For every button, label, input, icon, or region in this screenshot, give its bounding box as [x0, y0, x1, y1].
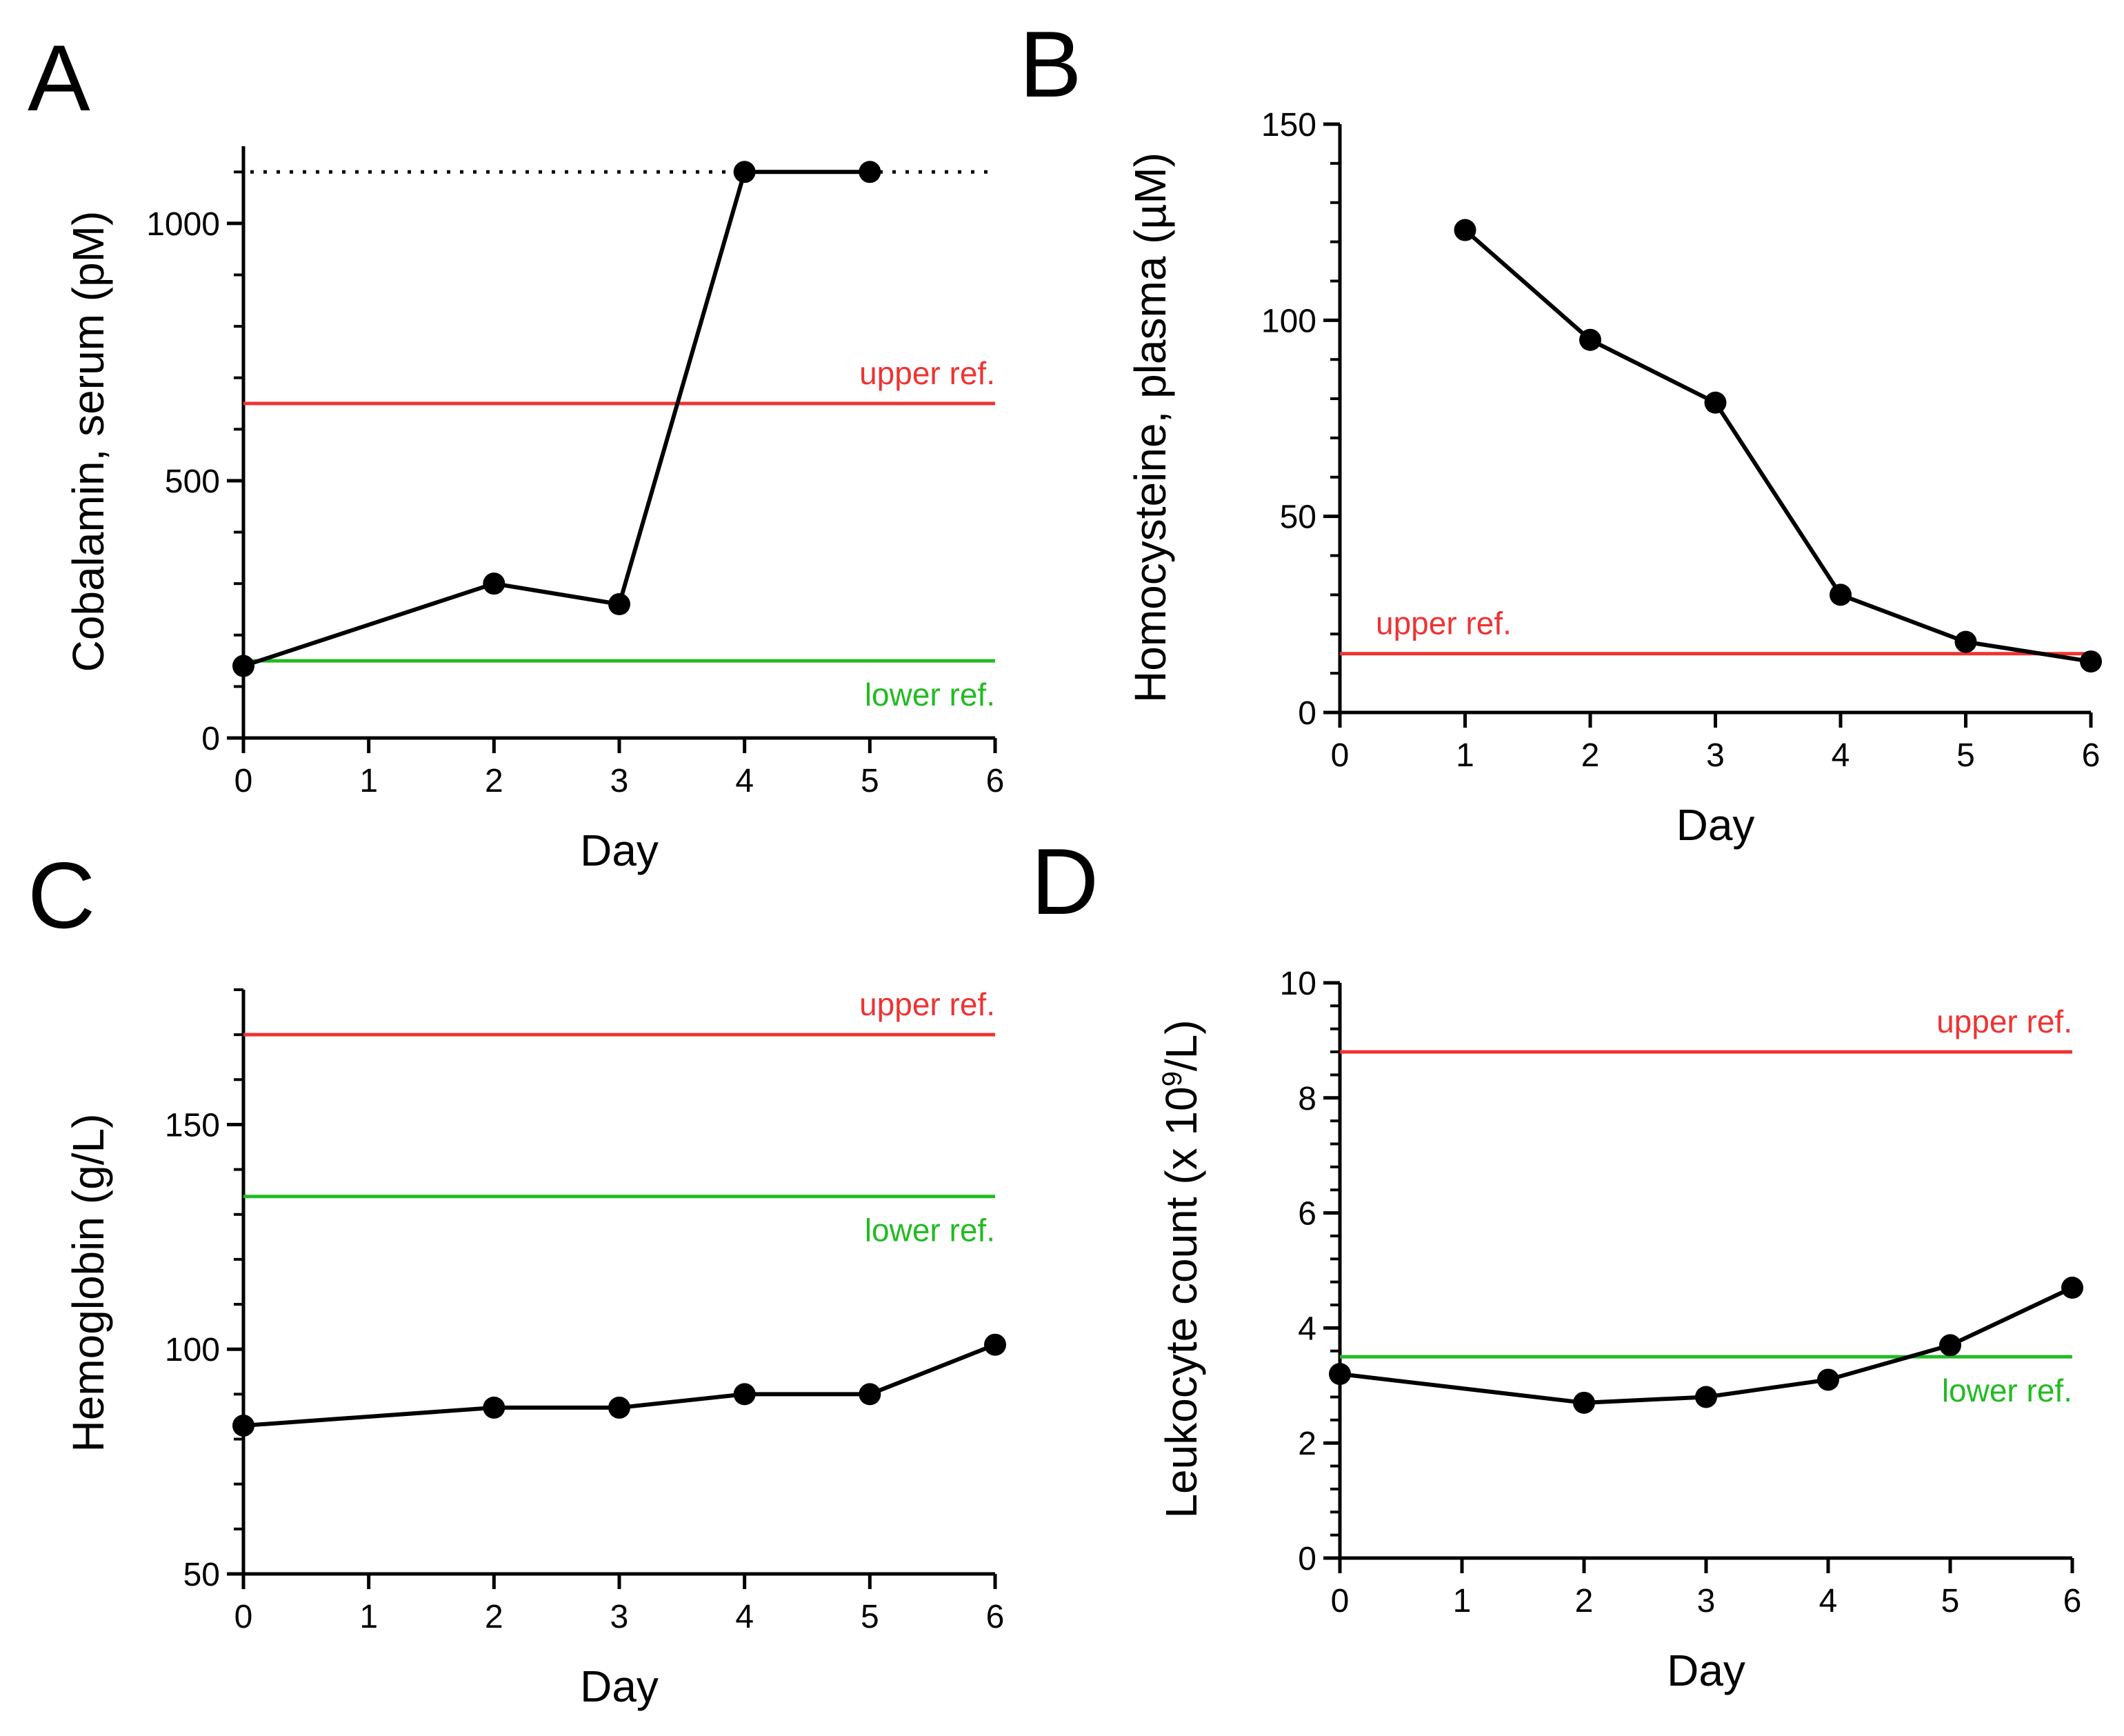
panel-a-data-point — [232, 655, 254, 677]
panel-letter-c: C — [28, 843, 95, 948]
panel-b-y-tick-label: 0 — [1298, 695, 1316, 732]
panel-d-upper-ref-line-label: upper ref. — [1936, 1004, 2072, 1039]
panel-a-x-tick-label: 2 — [485, 763, 503, 799]
panel-a-x-tick-label: 3 — [610, 763, 629, 799]
panel-d-x-tick-label: 0 — [1331, 1583, 1350, 1619]
panel-c-x-tick-label: 3 — [610, 1599, 629, 1635]
panel-b-data-point — [1830, 583, 1852, 606]
panel-d-y-tick-label: 2 — [1298, 1426, 1316, 1462]
panel-d-x-tick-label: 2 — [1575, 1583, 1594, 1619]
panel-a-chart: 0 1 2 3 4 5 6 0 500 1000 Day Cobalamin, serum (pM) u… — [63, 146, 1004, 875]
panel-c-data-point — [984, 1333, 1006, 1356]
panel-c-x-tick-label: 0 — [234, 1599, 253, 1635]
panel-d-y-axis-label-superscript: 9 — [1157, 1071, 1188, 1086]
panel-c-lower-ref-line-label: lower ref. — [865, 1213, 995, 1248]
panel-c-series-line — [243, 1342, 996, 1428]
panel-c-upper-ref-line-label: upper ref. — [859, 986, 995, 1022]
panel-d-series-line — [1339, 1286, 2074, 1405]
panel-c-data-point — [733, 1383, 756, 1406]
panel-b-x-tick-label: 0 — [1331, 737, 1350, 774]
panel-b-data-point — [1954, 630, 1977, 653]
panel-b-data-point — [1704, 391, 1727, 414]
panel-c-y-tick-label: 150 — [165, 1107, 220, 1144]
panel-b-x-tick-label: 3 — [1706, 737, 1725, 774]
panel-b-x-tick-label: 6 — [2082, 737, 2101, 774]
panel-c-data-point — [859, 1383, 881, 1406]
panel-c-x-tick-label: 5 — [861, 1599, 879, 1635]
panel-b-x-tick-label: 5 — [1956, 737, 1975, 774]
panel-a-data-point — [733, 161, 756, 183]
panel-b-upper-ref-line-label: upper ref. — [1376, 606, 1512, 641]
panel-a-upper-ref-line-label: upper ref. — [859, 355, 995, 391]
panel-a-x-tick-label: 1 — [359, 763, 378, 799]
panel-a-y-tick-label: 0 — [201, 721, 220, 757]
panel-d-data-point — [1573, 1391, 1595, 1414]
panel-a-lower-ref-line-label: lower ref. — [865, 677, 995, 712]
panel-c-x-tick-label: 1 — [359, 1599, 378, 1635]
panel-b-x-tick-label: 2 — [1581, 737, 1600, 774]
panel-c-chart: 0 1 2 3 4 5 6 50 100 150 Day Hemoglobin (g/L) upper … — [63, 986, 1006, 1711]
panel-b-data-point — [1579, 328, 1601, 351]
panel-c-x-tick-label: 4 — [735, 1599, 754, 1635]
panel-b-x-tick-label: 4 — [1832, 737, 1850, 774]
panel-letter-d: D — [1031, 829, 1099, 934]
panel-letter-a: A — [28, 26, 90, 130]
panel-b-y-tick-label: 150 — [1261, 107, 1316, 143]
panel-d-data-point — [1939, 1334, 1961, 1357]
panel-b-chart: 0 1 2 3 4 5 6 0 50 100 150 Day Homocysteine, plasma … — [1125, 107, 2102, 850]
panel-d-x-axis-label: Day — [1667, 1646, 1745, 1695]
panel-a-x-axis-label: Day — [580, 826, 659, 875]
panel-c-y-tick-label: 50 — [183, 1557, 220, 1593]
panel-d-x-tick-label: 3 — [1697, 1583, 1716, 1619]
panel-c-y-axis-label: Hemoglobin (g/L) — [63, 1114, 113, 1453]
panel-d-data-point — [1695, 1386, 1717, 1408]
panel-c-x-tick-label: 2 — [485, 1599, 503, 1635]
panel-d-y-tick-label: 0 — [1298, 1541, 1316, 1577]
panel-d-lower-ref-line-label: lower ref. — [1942, 1373, 2072, 1408]
panel-a-series-line — [243, 170, 870, 668]
panel-d-x-tick-label: 4 — [1819, 1583, 1838, 1619]
panel-d-data-point — [1817, 1368, 1839, 1391]
panel-a-x-tick-label: 6 — [986, 763, 1005, 799]
panel-a-data-point — [859, 161, 881, 183]
panel-b-y-tick-label: 50 — [1280, 499, 1316, 536]
panel-d-y-axis-label-suffix: /L) — [1156, 1019, 1206, 1071]
panel-a-y-tick-label: 1000 — [146, 206, 220, 243]
panel-a-x-tick-label: 5 — [861, 763, 879, 799]
panel-b-x-tick-label: 1 — [1456, 737, 1474, 774]
panel-a-x-tick-label: 0 — [234, 763, 253, 799]
panel-d-x-tick-label: 1 — [1453, 1583, 1472, 1619]
panel-d-data-point — [1329, 1363, 1351, 1386]
panel-d-y-tick-label: 6 — [1298, 1196, 1316, 1233]
panel-d-x-tick-label: 6 — [2063, 1583, 2082, 1619]
panel-b-series-line — [1463, 228, 2092, 664]
panel-a-y-tick-label: 500 — [165, 463, 220, 500]
panel-d-y-tick-label: 4 — [1298, 1310, 1316, 1347]
panel-a-data-point — [483, 572, 505, 595]
panel-d-chart: 0 1 2 3 4 5 6 0 2 4 6 8 10 Day Leukocyte count (x 109/… — [1156, 966, 2083, 1695]
panel-c-x-axis-label: Day — [580, 1662, 659, 1711]
panel-c-y-tick-label: 100 — [165, 1332, 220, 1368]
panel-c-data-point — [232, 1414, 254, 1437]
panel-b-data-point — [1454, 219, 1476, 241]
panel-d-y-tick-label: 10 — [1280, 966, 1316, 1002]
panel-d-y-tick-label: 8 — [1298, 1081, 1316, 1117]
panel-d-data-point — [2061, 1277, 2083, 1299]
panel-b-y-axis-label: Homocysteine, plasma (µM) — [1125, 152, 1175, 703]
panel-a-data-point — [608, 593, 630, 616]
panel-c-data-point — [483, 1396, 505, 1419]
panel-d-x-tick-label: 5 — [1941, 1583, 1960, 1619]
panel-d-y-axis-label: Leukocyte count (x 109/L) — [1156, 1019, 1206, 1518]
panel-a-y-axis-label: Cobalamin, serum (pM) — [63, 211, 113, 672]
panel-a-x-tick-label: 4 — [735, 763, 754, 799]
panel-b-y-tick-label: 100 — [1261, 303, 1316, 339]
panel-c-x-tick-label: 6 — [986, 1599, 1005, 1635]
panel-b-data-point — [2080, 650, 2102, 673]
panel-letter-b: B — [1019, 12, 1082, 117]
panel-c-data-point — [608, 1396, 630, 1419]
panel-b-x-axis-label: Day — [1676, 800, 1755, 850]
